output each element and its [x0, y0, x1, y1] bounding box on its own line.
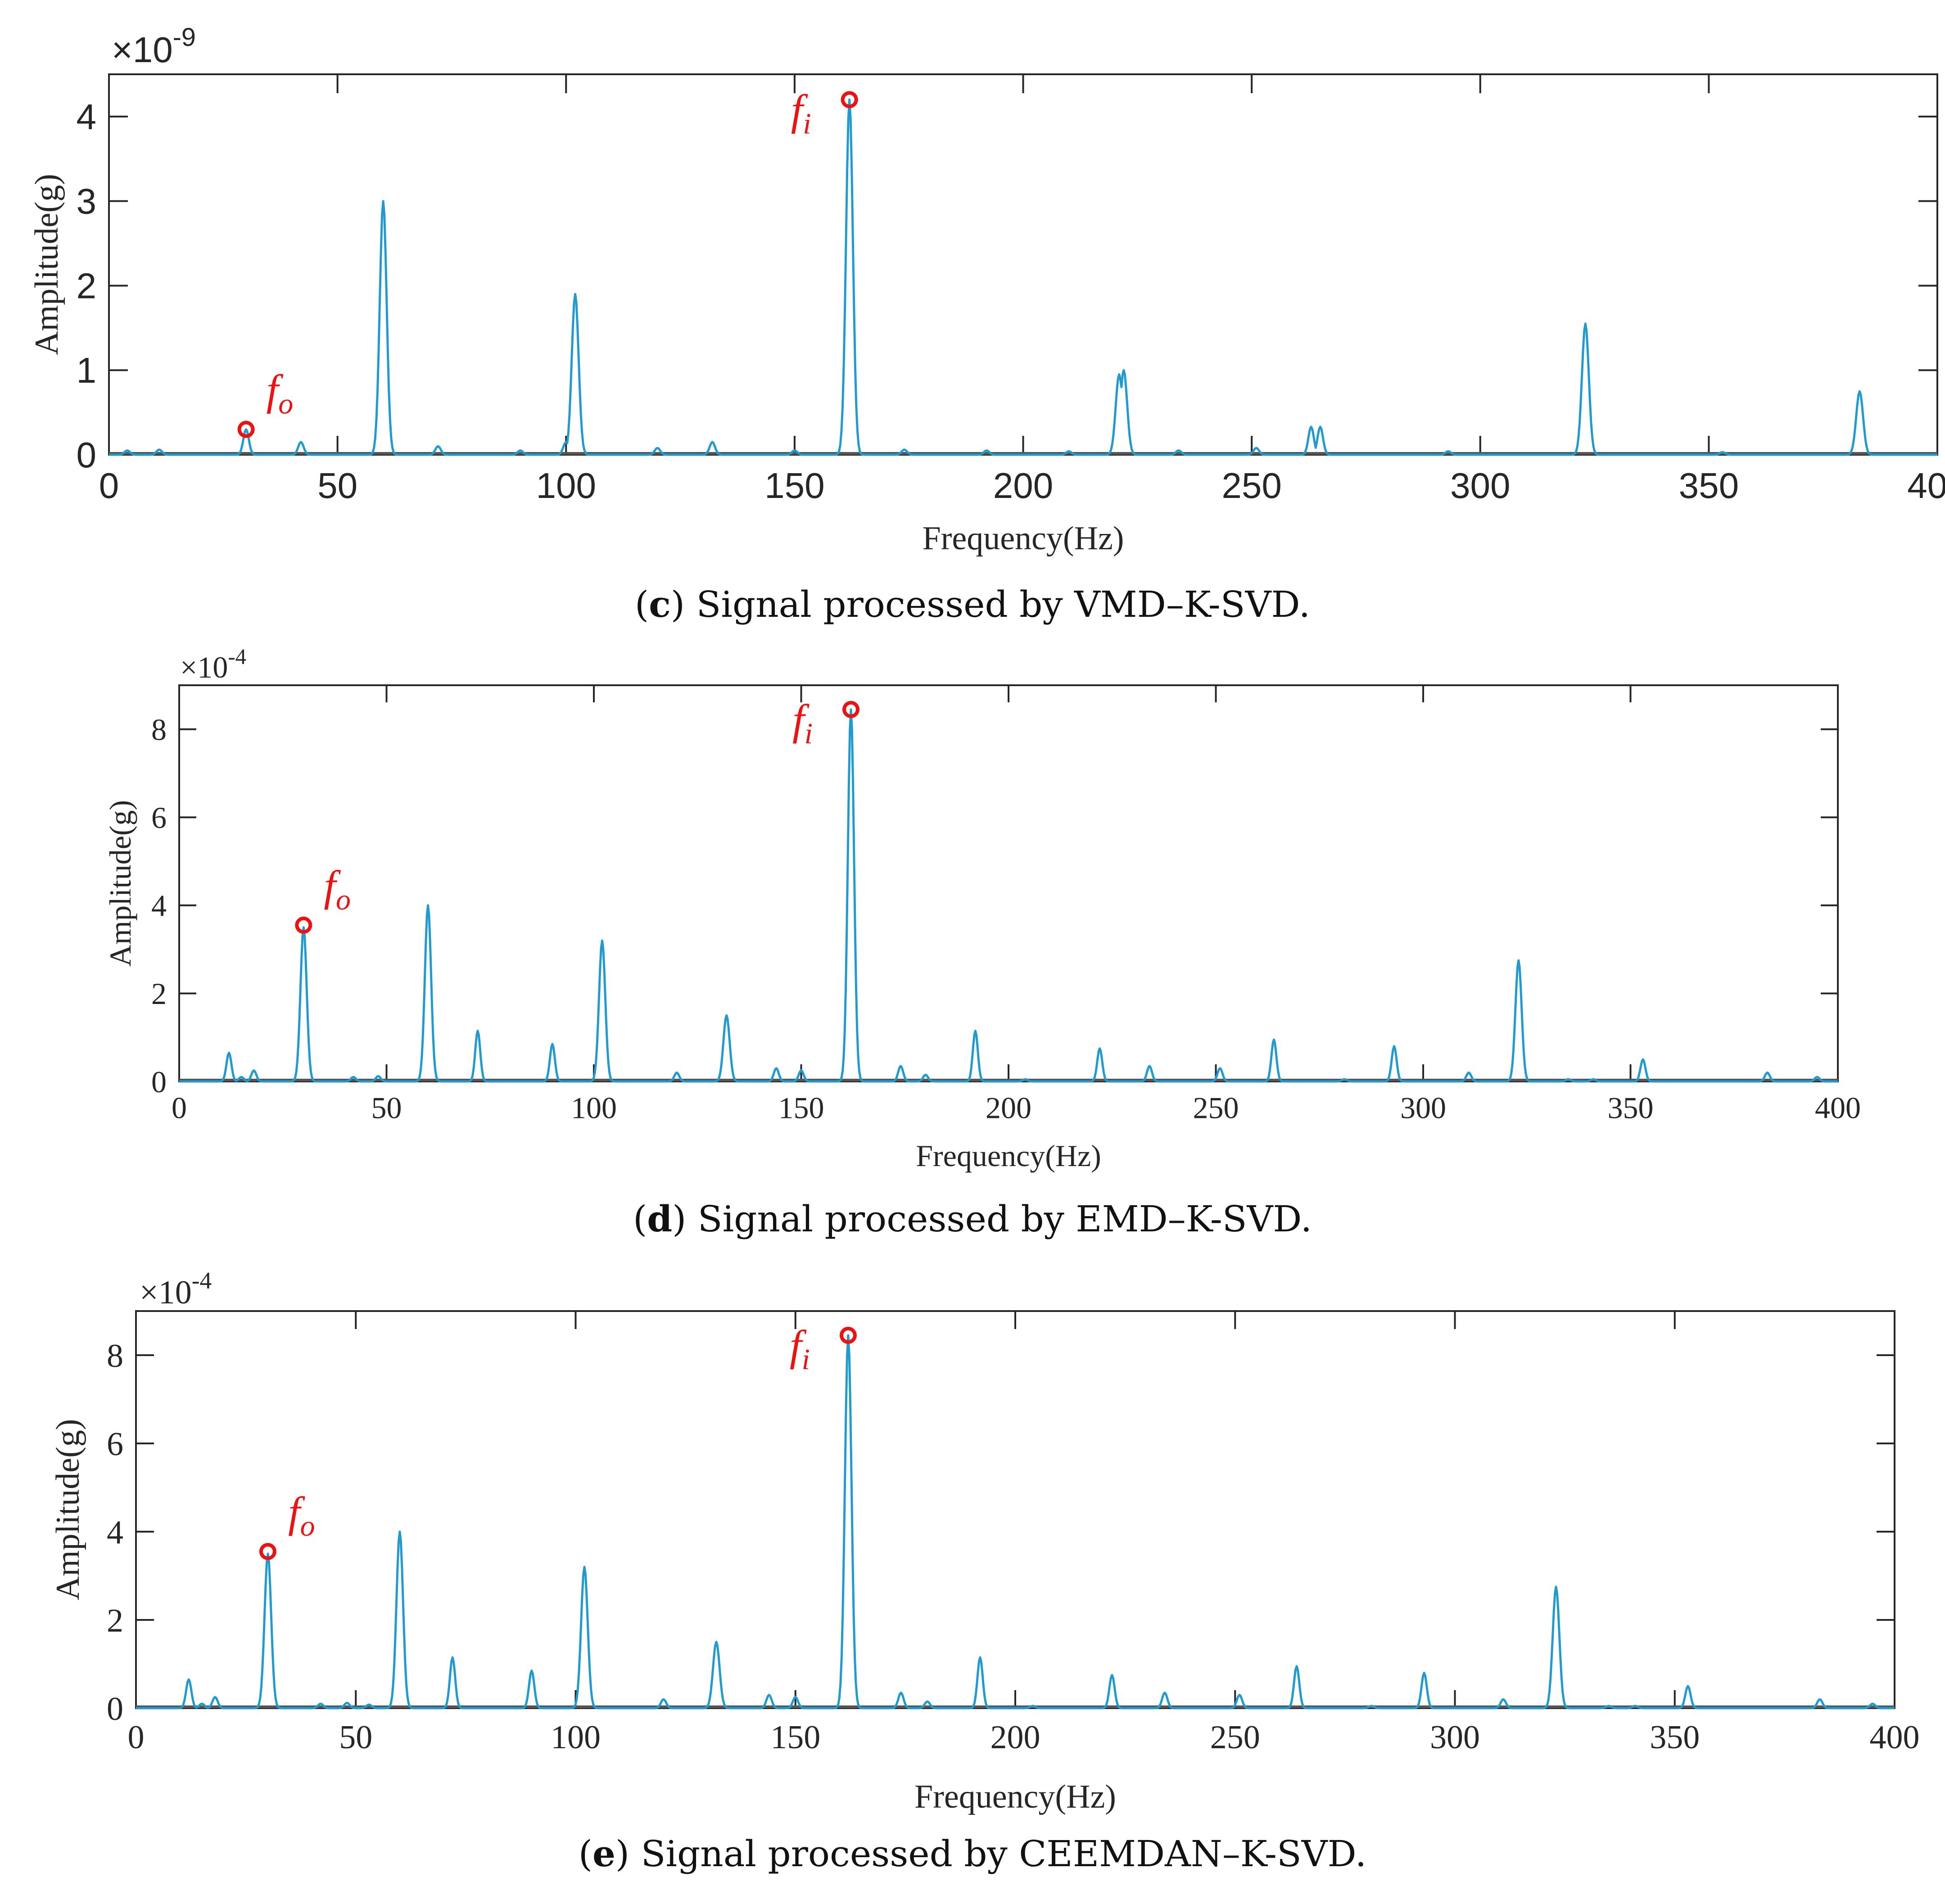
y-tick-label: 8	[107, 1338, 123, 1375]
multiplier-base: ×10	[112, 30, 173, 70]
caption-text: Signal processed by CEEMDAN–K-SVD.	[641, 1833, 1367, 1875]
annotation-subscript: o	[300, 1510, 315, 1542]
panel-caption: (d) Signal processed by EMD–K-SVD.	[633, 1198, 1312, 1240]
x-tick-label: 350	[1679, 466, 1739, 506]
x-tick-label: 50	[371, 1091, 402, 1125]
plot-frame	[108, 73, 1938, 456]
annotation-marker-fo	[259, 1543, 276, 1560]
y-tick-label: 2	[151, 977, 167, 1011]
x-tick-label: 0	[99, 466, 119, 506]
x-axis-label: Frequency(Hz)	[914, 1778, 1116, 1815]
annotation-subscript: o	[336, 883, 351, 916]
annotation-label-fi: fi	[792, 696, 813, 750]
plot-frame	[135, 1310, 1895, 1709]
y-tick-label: 4	[77, 97, 97, 137]
x-tick-label: 300	[1430, 1719, 1480, 1756]
annotation-label-fo: fo	[267, 366, 294, 421]
annotation-label-fo: fo	[324, 862, 351, 916]
y-tick-label: 6	[151, 800, 167, 835]
y-tick-label: 3	[77, 181, 97, 222]
y-tick-label: 0	[107, 1691, 123, 1728]
x-tick-label: 150	[764, 466, 824, 506]
axis-multiplier: ×10-9	[112, 23, 196, 70]
spectrum-line	[136, 1334, 1895, 1710]
annotation-marker-fo	[237, 421, 255, 438]
x-tick-label: 0	[128, 1719, 145, 1756]
x-tick-label: 100	[571, 1091, 617, 1125]
multiplier-exponent: -4	[228, 644, 246, 669]
spectrum-line	[109, 98, 1937, 456]
y-tick-label: 2	[77, 266, 97, 306]
x-tick-label: 100	[551, 1719, 601, 1756]
panel-letter: c	[649, 583, 671, 625]
x-tick-label: 400	[1870, 1719, 1920, 1756]
y-tick-label: 4	[151, 889, 167, 923]
x-tick-label: 200	[991, 1719, 1040, 1756]
panel-caption: (c) Signal processed by VMD–K-SVD.	[635, 583, 1310, 625]
panel-caption: (e) Signal processed by CEEMDAN–K-SVD.	[579, 1832, 1366, 1875]
x-tick-label: 0	[172, 1091, 187, 1125]
y-tick-label: 6	[107, 1426, 123, 1463]
y-tick-label: 0	[151, 1065, 167, 1099]
chart-panel-e: 0 50 100 150 200 250 300 350 400 0 2 4 6 8 ×10-4 Freque…	[50, 1267, 1920, 1875]
x-tick-label: 300	[1450, 466, 1510, 506]
annotation-marker-fi	[842, 701, 860, 718]
annotation-marker-fi	[839, 1326, 857, 1344]
panel-letter: e	[593, 1832, 615, 1875]
annotation-subscript: o	[278, 388, 293, 421]
y-tick-label: 4	[107, 1514, 123, 1551]
y-axis-label: Amplitude(g)	[28, 174, 65, 355]
x-tick-label: 50	[317, 466, 357, 506]
x-tick-label: 200	[993, 466, 1053, 506]
y-axis-label: Amplitude(g)	[50, 1419, 86, 1601]
multiplier-exponent: -4	[192, 1267, 212, 1294]
y-tick-label: 8	[151, 713, 167, 747]
multiplier-base: ×10	[140, 1274, 192, 1311]
multiplier-base: ×10	[180, 650, 228, 684]
x-tick-label: 200	[986, 1091, 1031, 1125]
x-tick-label: 100	[536, 466, 596, 506]
x-tick-label: 300	[1400, 1091, 1446, 1125]
spectrum-line	[179, 708, 1838, 1083]
annotation-subscript: i	[803, 107, 811, 140]
x-tick-label: 150	[770, 1719, 820, 1756]
x-tick-label: 400	[1815, 1091, 1861, 1125]
panel-letter: d	[647, 1198, 672, 1240]
annotation-marker-fi	[841, 91, 858, 109]
annotation-label-fo: fo	[288, 1488, 315, 1542]
y-tick-label: 1	[77, 350, 97, 390]
x-axis-label: Frequency(Hz)	[916, 1139, 1101, 1173]
x-tick-label: 350	[1650, 1719, 1700, 1756]
annotation-label-fi: fi	[790, 1321, 810, 1376]
caption-text: Signal processed by VMD–K-SVD.	[696, 583, 1310, 625]
y-axis-label: Amplitude(g)	[103, 800, 137, 967]
x-axis-label: Frequency(Hz)	[923, 520, 1124, 557]
x-tick-label: 250	[1210, 1719, 1260, 1756]
chart-panel-d: 0 50 100 150 200 250 300 350 400 0 2 4 6 8 ×10-4 Freque…	[103, 644, 1861, 1240]
axis-multiplier: ×10-4	[140, 1267, 212, 1311]
annotation-subscript: i	[802, 1343, 810, 1376]
annotation-marker-fo	[295, 916, 312, 934]
chart-panel-c: 0 50 100 150 200 250 300 350 400 0 1 2 3 4 ×10-9 Freque…	[28, 23, 1945, 625]
multiplier-exponent: -9	[173, 23, 196, 52]
axis-multiplier: ×10-4	[180, 644, 246, 684]
annotation-subscript: i	[805, 717, 813, 750]
x-tick-label: 350	[1608, 1091, 1654, 1125]
y-tick-label: 0	[77, 435, 97, 475]
caption-text: Signal processed by EMD–K-SVD.	[698, 1198, 1312, 1240]
x-tick-label: 400	[1907, 466, 1945, 506]
x-tick-label: 50	[339, 1719, 372, 1756]
x-tick-label: 250	[1221, 466, 1281, 506]
x-tick-label: 150	[778, 1091, 824, 1125]
annotation-label-fi: fi	[791, 86, 811, 140]
x-tick-label: 250	[1193, 1091, 1239, 1125]
plot-frame	[178, 684, 1839, 1082]
y-tick-label: 2	[107, 1602, 123, 1639]
